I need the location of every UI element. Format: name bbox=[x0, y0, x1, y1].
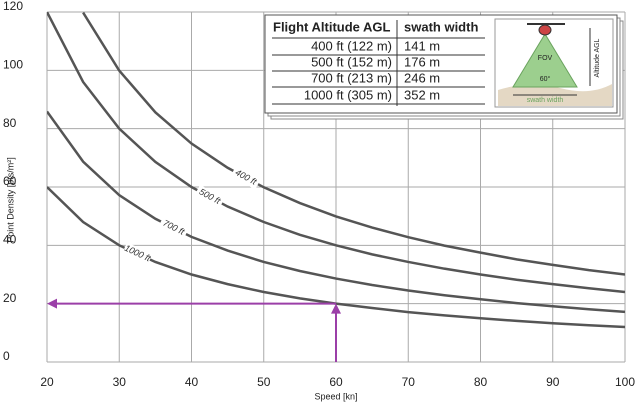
curve-label-bg bbox=[122, 242, 153, 265]
x-tick-label: 20 bbox=[40, 375, 54, 389]
x-axis-label: Speed [kn] bbox=[314, 391, 357, 401]
table-cell: 246 m bbox=[404, 70, 440, 85]
x-tick-label: 30 bbox=[113, 375, 127, 389]
curve bbox=[82, 12, 625, 276]
fov-label: FOV bbox=[538, 55, 553, 62]
x-tick-label: 90 bbox=[546, 375, 560, 389]
altitude-label: Altitude AGL bbox=[594, 38, 601, 77]
curve bbox=[47, 110, 625, 314]
x-tick-label: 60 bbox=[329, 375, 343, 389]
table-cell: 176 m bbox=[404, 54, 440, 69]
table-cell: 700 ft (213 m) bbox=[311, 70, 392, 85]
table-cell: 500 ft (152 m) bbox=[311, 54, 392, 69]
aircraft bbox=[538, 24, 552, 36]
curve-label-bg bbox=[158, 216, 189, 240]
curve-label-bg bbox=[194, 184, 225, 209]
arrow-head bbox=[331, 303, 341, 314]
table-cell: 400 ft (122 m) bbox=[311, 38, 392, 53]
x-tick-label: 50 bbox=[257, 375, 271, 389]
table-cell: 141 m bbox=[404, 38, 440, 53]
y-tick-label: 40 bbox=[3, 233, 17, 247]
swath-label: swath width bbox=[527, 97, 564, 104]
arrow-head bbox=[47, 298, 57, 309]
x-tick-label: 70 bbox=[402, 375, 416, 389]
y-tick-label: 80 bbox=[3, 116, 17, 130]
table-header: swath width bbox=[404, 19, 478, 34]
table-header: Flight Altitude AGL bbox=[273, 19, 391, 34]
y-axis-label: Point Density [pts/m²] bbox=[5, 157, 15, 243]
y-tick-label: 60 bbox=[3, 174, 17, 188]
table-cell: 352 m bbox=[404, 87, 440, 102]
angle-label: 60° bbox=[540, 75, 551, 83]
fov-cone bbox=[512, 33, 578, 88]
x-tick-label: 80 bbox=[474, 375, 488, 389]
table-cell: 1000 ft (305 m) bbox=[304, 87, 392, 102]
curve bbox=[47, 12, 625, 294]
y-tick-label: 120 bbox=[3, 0, 23, 13]
curve-label-bg bbox=[230, 165, 261, 190]
y-tick-label: 20 bbox=[3, 291, 17, 305]
x-tick-label: 100 bbox=[615, 375, 635, 389]
x-tick-label: 40 bbox=[185, 375, 199, 389]
inset: Flight Altitude AGL swath width 400 ft (… bbox=[264, 14, 624, 120]
y-tick-label: 100 bbox=[3, 58, 23, 72]
y-tick-label: 0 bbox=[3, 349, 10, 363]
